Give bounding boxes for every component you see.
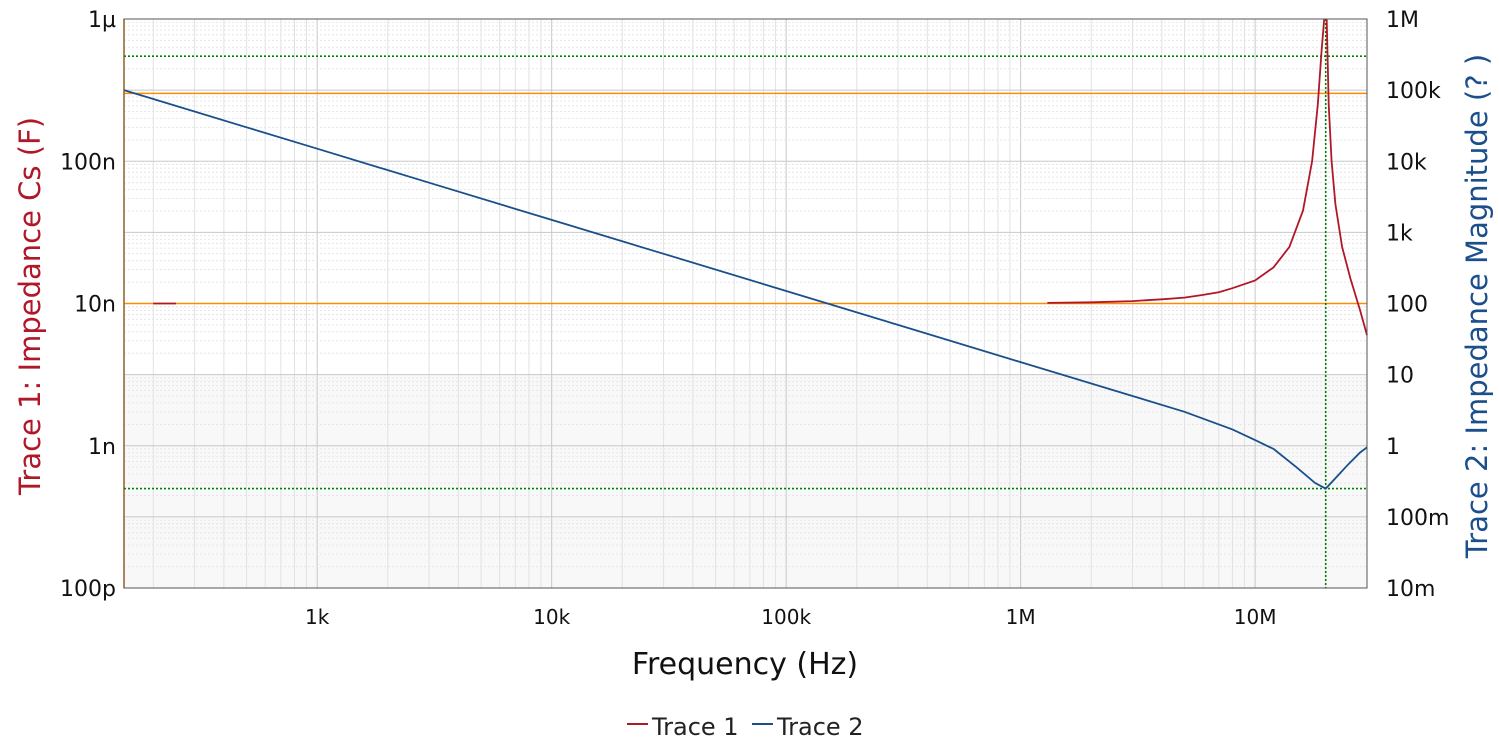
series-line-trace-2 <box>123 89 1368 490</box>
series-line-trace-1 <box>1325 18 1368 336</box>
right-tick-label: 1k <box>1386 221 1413 246</box>
x-tick-label: 10M <box>1234 605 1277 629</box>
right-tick-label: 100m <box>1386 506 1449 531</box>
left-tick-label: 1µ <box>88 8 116 33</box>
series-group <box>123 18 1368 490</box>
right-tick-label: 10m <box>1386 577 1435 602</box>
x-tick-label: 10k <box>533 605 570 629</box>
legend: Trace 1 Trace 2 <box>627 713 864 741</box>
right-tick-label: 10k <box>1386 150 1427 175</box>
right-axis-title: Trace 2: Impedance Magnitude (? ) <box>1460 54 1494 559</box>
left-tick-label: 100p <box>60 577 116 602</box>
legend-label-trace-2: Trace 2 <box>776 713 864 741</box>
x-tick-label: 1k <box>305 605 330 629</box>
left-axis-title: Trace 1: Impedance Cs (F) <box>13 117 47 496</box>
left-tick-label: 10n <box>74 293 116 318</box>
x-tick-label: 100k <box>761 605 811 629</box>
plot-frame <box>123 18 1368 589</box>
tick-labels: 1µ 100n 10n 1n 100p 1M 100k 10k 1k 100 10 1 100m 10m 1… <box>60 8 1449 629</box>
right-tick-label: 10 <box>1386 364 1414 389</box>
plot-band-lower <box>124 375 1367 588</box>
x-axis-title: Frequency (Hz) <box>632 647 858 682</box>
x-tick-label: 1M <box>1006 605 1036 629</box>
legend-label-trace-1: Trace 1 <box>651 713 739 741</box>
left-tick-label: 100n <box>60 150 116 175</box>
right-tick-label: 100 <box>1386 293 1428 318</box>
right-tick-label: 1M <box>1386 8 1419 33</box>
right-tick-label: 100k <box>1386 79 1441 104</box>
series-line-trace-1 <box>1047 18 1326 304</box>
left-tick-label: 1n <box>88 435 116 460</box>
right-tick-label: 1 <box>1386 435 1400 460</box>
